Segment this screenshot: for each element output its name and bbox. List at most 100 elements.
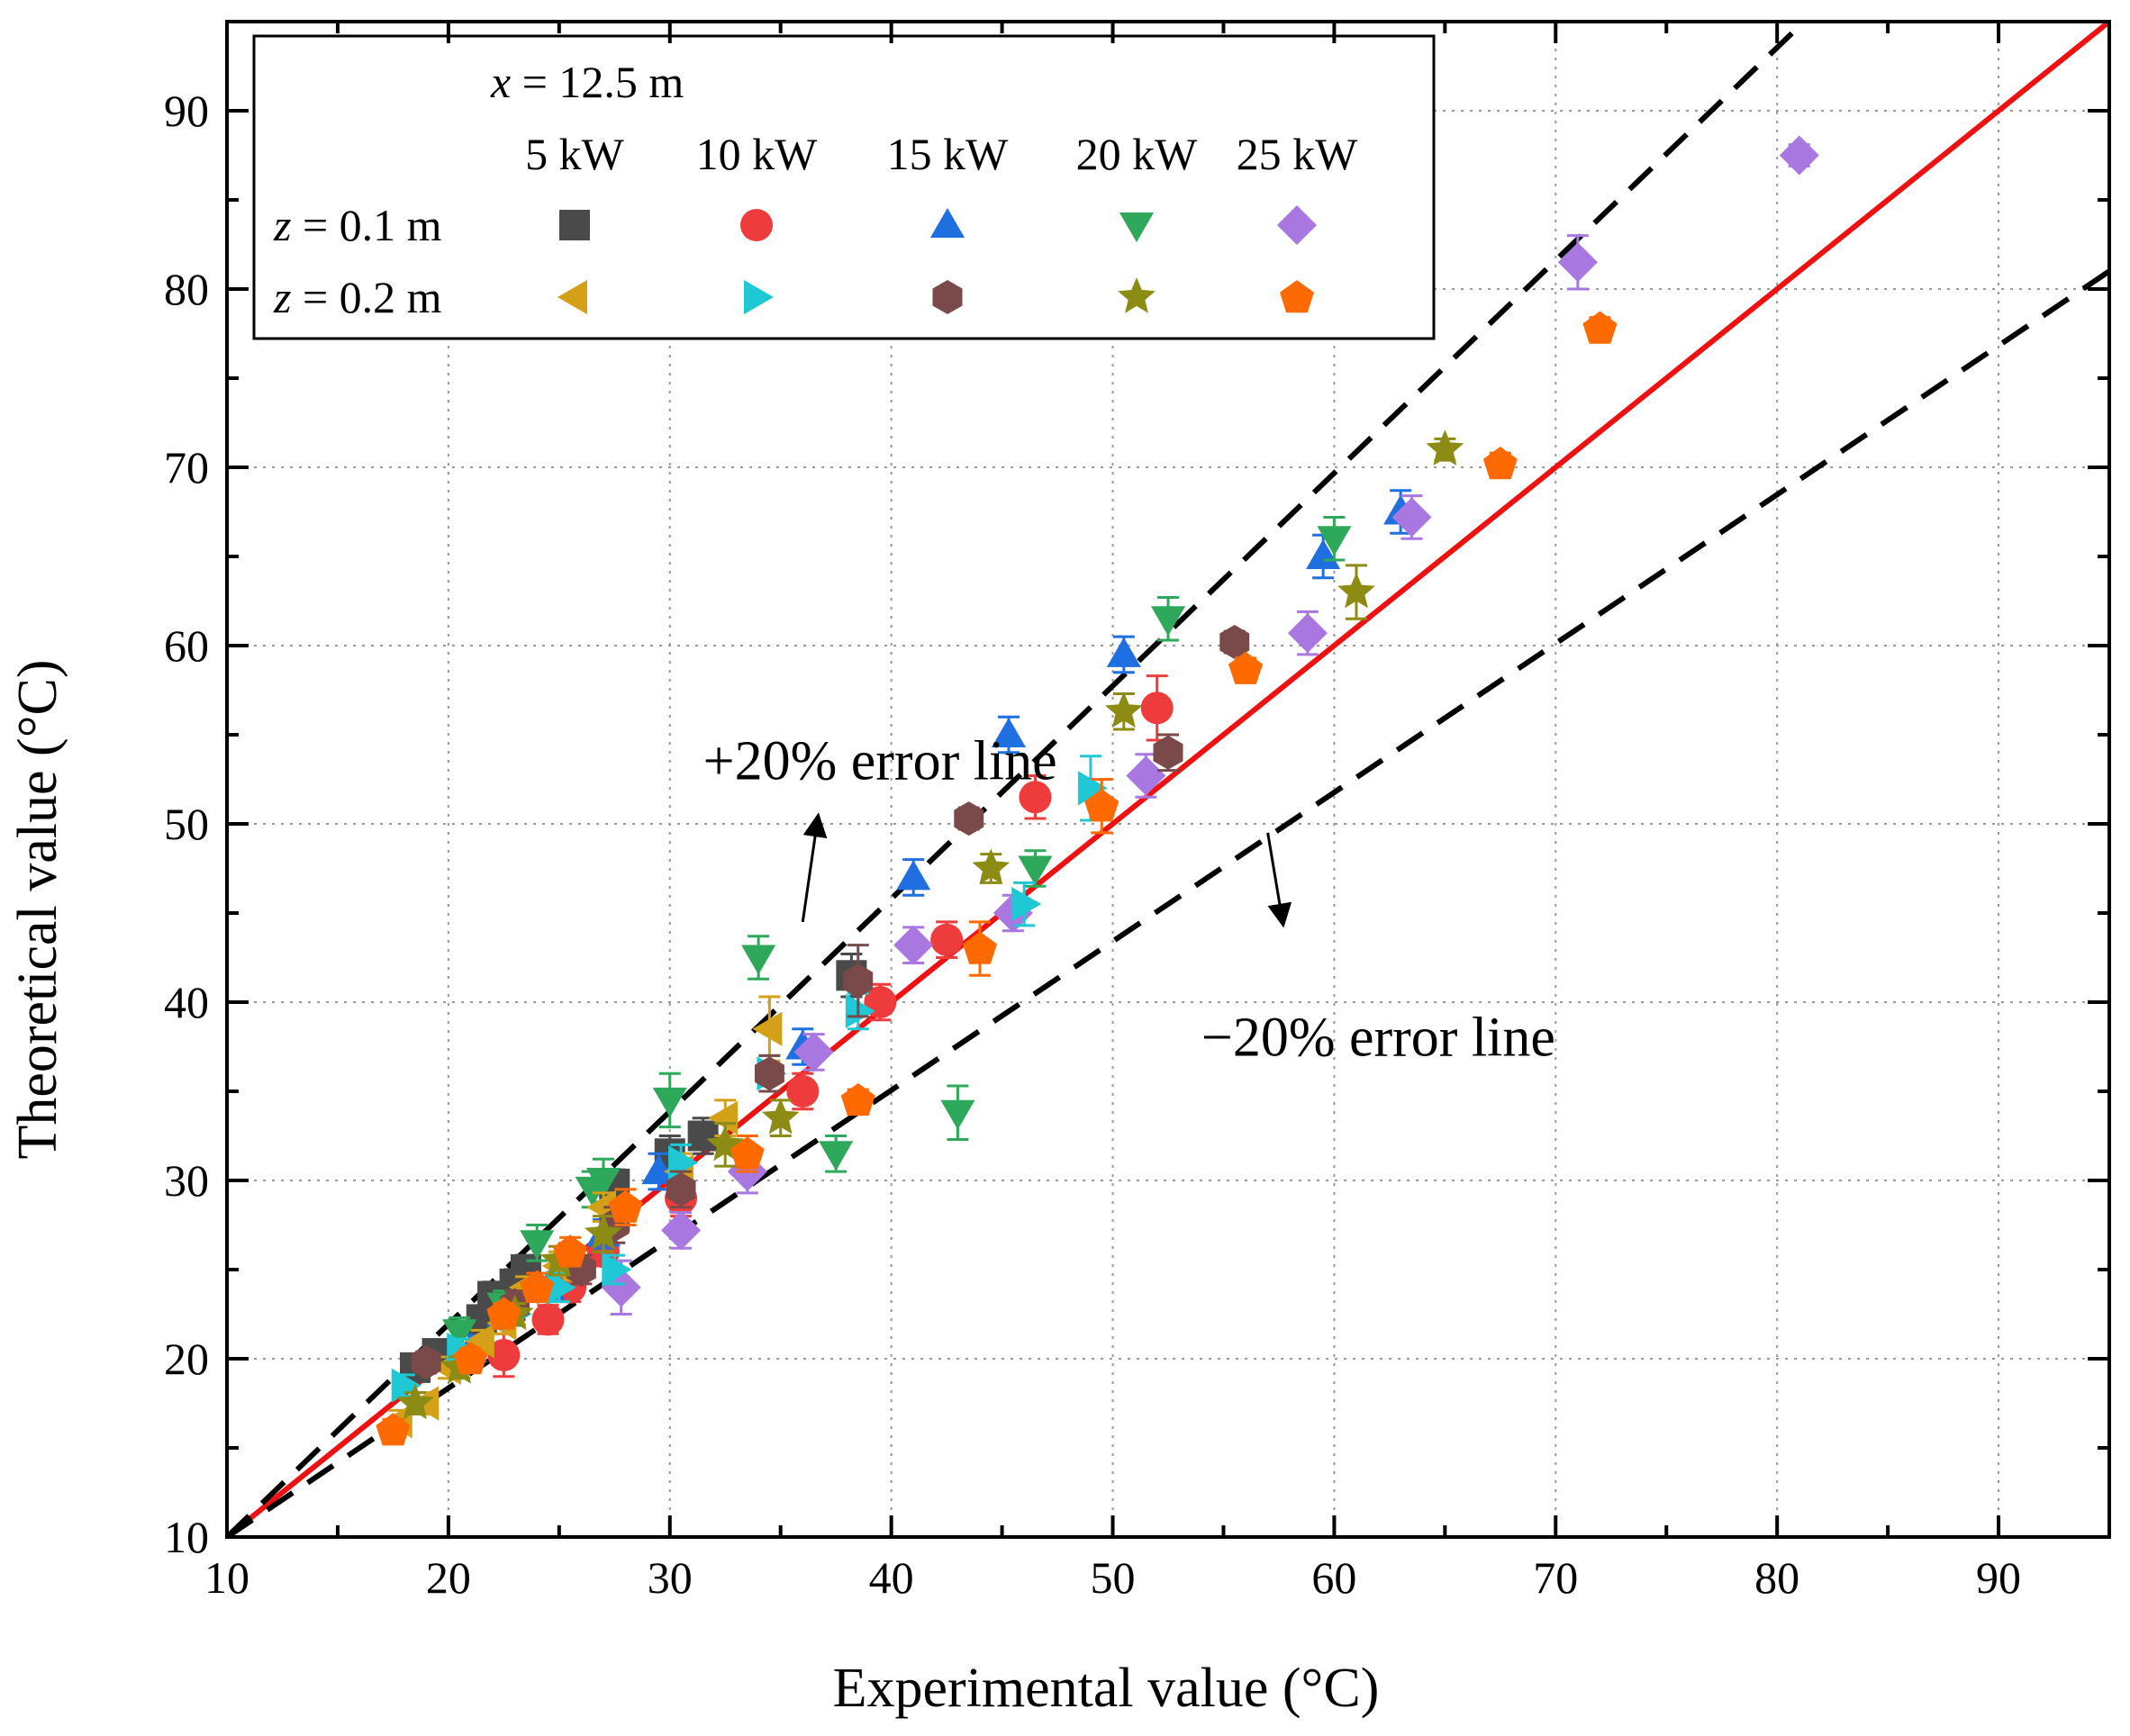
y-tick-label: 70 — [164, 442, 209, 493]
data-point — [972, 848, 1011, 885]
data-point — [1219, 625, 1250, 659]
data-point — [708, 1100, 739, 1135]
data-point — [1011, 887, 1042, 922]
legend-column-2: 10 kW — [696, 129, 819, 179]
data-point — [1126, 755, 1166, 796]
data-point — [453, 1342, 488, 1375]
data-point — [608, 1189, 643, 1223]
data-point — [464, 1324, 494, 1359]
legend-column-1: 5 kW — [525, 129, 625, 179]
data-point — [1019, 781, 1052, 814]
data-point — [652, 1087, 687, 1117]
error-line — [227, 268, 2109, 1537]
legend-column-3: 15 kW — [887, 129, 1010, 179]
data-point — [730, 1136, 765, 1170]
data-point — [1287, 613, 1328, 654]
data-point — [602, 1252, 632, 1288]
legend-title: x = 12.5 m — [490, 57, 684, 107]
data-point — [845, 993, 875, 1028]
data-point — [486, 1297, 521, 1330]
data-point — [741, 945, 776, 975]
legend-row-variable: z — [273, 200, 291, 250]
data-point — [954, 801, 984, 836]
data-point — [1779, 135, 1819, 176]
data-point — [896, 860, 931, 891]
legend-column-4: 20 kW — [1076, 129, 1199, 179]
legend-marker — [1119, 212, 1155, 242]
legend-row-1: z = 0.1 m — [273, 200, 442, 250]
data-point — [661, 1210, 702, 1251]
data-point — [585, 1168, 621, 1198]
data-point — [1306, 539, 1341, 569]
data-point — [930, 923, 964, 956]
data-point — [487, 1339, 521, 1372]
data-point — [840, 1082, 875, 1117]
y-tick-label: 60 — [164, 620, 209, 671]
data-points — [376, 135, 1819, 1446]
data-point — [531, 1303, 565, 1336]
data-point — [666, 1171, 696, 1207]
data-point — [761, 1098, 800, 1135]
x-tick-label: 70 — [1533, 1552, 1578, 1603]
plus-20-error-label: +20% error line — [703, 731, 1057, 792]
x-tick-label: 90 — [1976, 1552, 2021, 1603]
data-point — [843, 963, 874, 999]
y-tick-label: 30 — [164, 1155, 209, 1206]
data-point — [1426, 429, 1464, 466]
legend-marker — [559, 210, 590, 240]
data-point — [553, 1234, 588, 1268]
annotation-arrow — [801, 812, 828, 923]
data-point — [1084, 789, 1119, 822]
legend: x = 12.5 m 5 kW 10 kW 15 kW 20 kW 25 kW z = 0.… — [252, 34, 1436, 340]
y-tick-label: 10 — [164, 1512, 209, 1562]
annotations: +20% error line −20% error line — [703, 731, 1555, 1069]
legend-row-variable: z — [273, 272, 291, 322]
data-point — [687, 1120, 719, 1152]
legend-box — [252, 34, 1436, 340]
data-point — [893, 925, 934, 965]
data-point — [786, 1075, 820, 1108]
axes: 10 20 30 40 50 60 70 80 90 10 20 30 40 50 60 70 80 90 — [164, 20, 2111, 1603]
data-point — [520, 1270, 555, 1303]
y-tick-label: 40 — [164, 977, 209, 1027]
data-point — [963, 931, 997, 964]
legend-marker — [1280, 280, 1314, 313]
x-tick-label: 60 — [1311, 1552, 1356, 1603]
data-point — [1317, 526, 1352, 556]
data-point — [391, 1368, 421, 1403]
data-point — [752, 1011, 783, 1046]
data-point — [755, 1056, 784, 1091]
data-point — [546, 1270, 576, 1305]
legend-marker — [1118, 277, 1156, 313]
data-point — [641, 1154, 676, 1185]
data-point — [396, 1383, 434, 1420]
y-tick-label: 50 — [164, 799, 209, 849]
legend-row-value: = 0.1 m — [291, 200, 441, 250]
data-point — [1482, 447, 1518, 480]
data-point — [520, 1230, 555, 1261]
x-tick-label: 20 — [426, 1552, 471, 1603]
legend-row-2: z = 0.2 m — [273, 272, 442, 322]
series-10 — [376, 311, 1618, 1446]
x-tick-label: 80 — [1754, 1552, 1799, 1603]
data-point — [793, 1032, 834, 1072]
legend-title-variable: x — [490, 57, 511, 107]
x-tick-label: 50 — [1091, 1552, 1136, 1603]
x-tick-label: 30 — [648, 1552, 693, 1603]
data-point — [991, 718, 1026, 747]
legend-row-value: = 0.2 m — [291, 272, 441, 322]
data-point — [1018, 855, 1053, 886]
legend-marker — [557, 279, 587, 315]
data-point — [585, 1214, 622, 1251]
minus-20-error-label: −20% error line — [1201, 1007, 1555, 1068]
y-axis-title: Theoretical value (°C) — [7, 660, 68, 1160]
data-point — [1337, 572, 1375, 609]
x-tick-label: 40 — [869, 1552, 914, 1603]
data-point — [1104, 692, 1143, 728]
data-point — [819, 1141, 854, 1171]
legend-column-5: 25 kW — [1237, 129, 1359, 179]
annotation-arrow — [1266, 832, 1292, 928]
data-point — [1228, 651, 1264, 684]
legend-title-value: = 12.5 m — [511, 57, 684, 107]
